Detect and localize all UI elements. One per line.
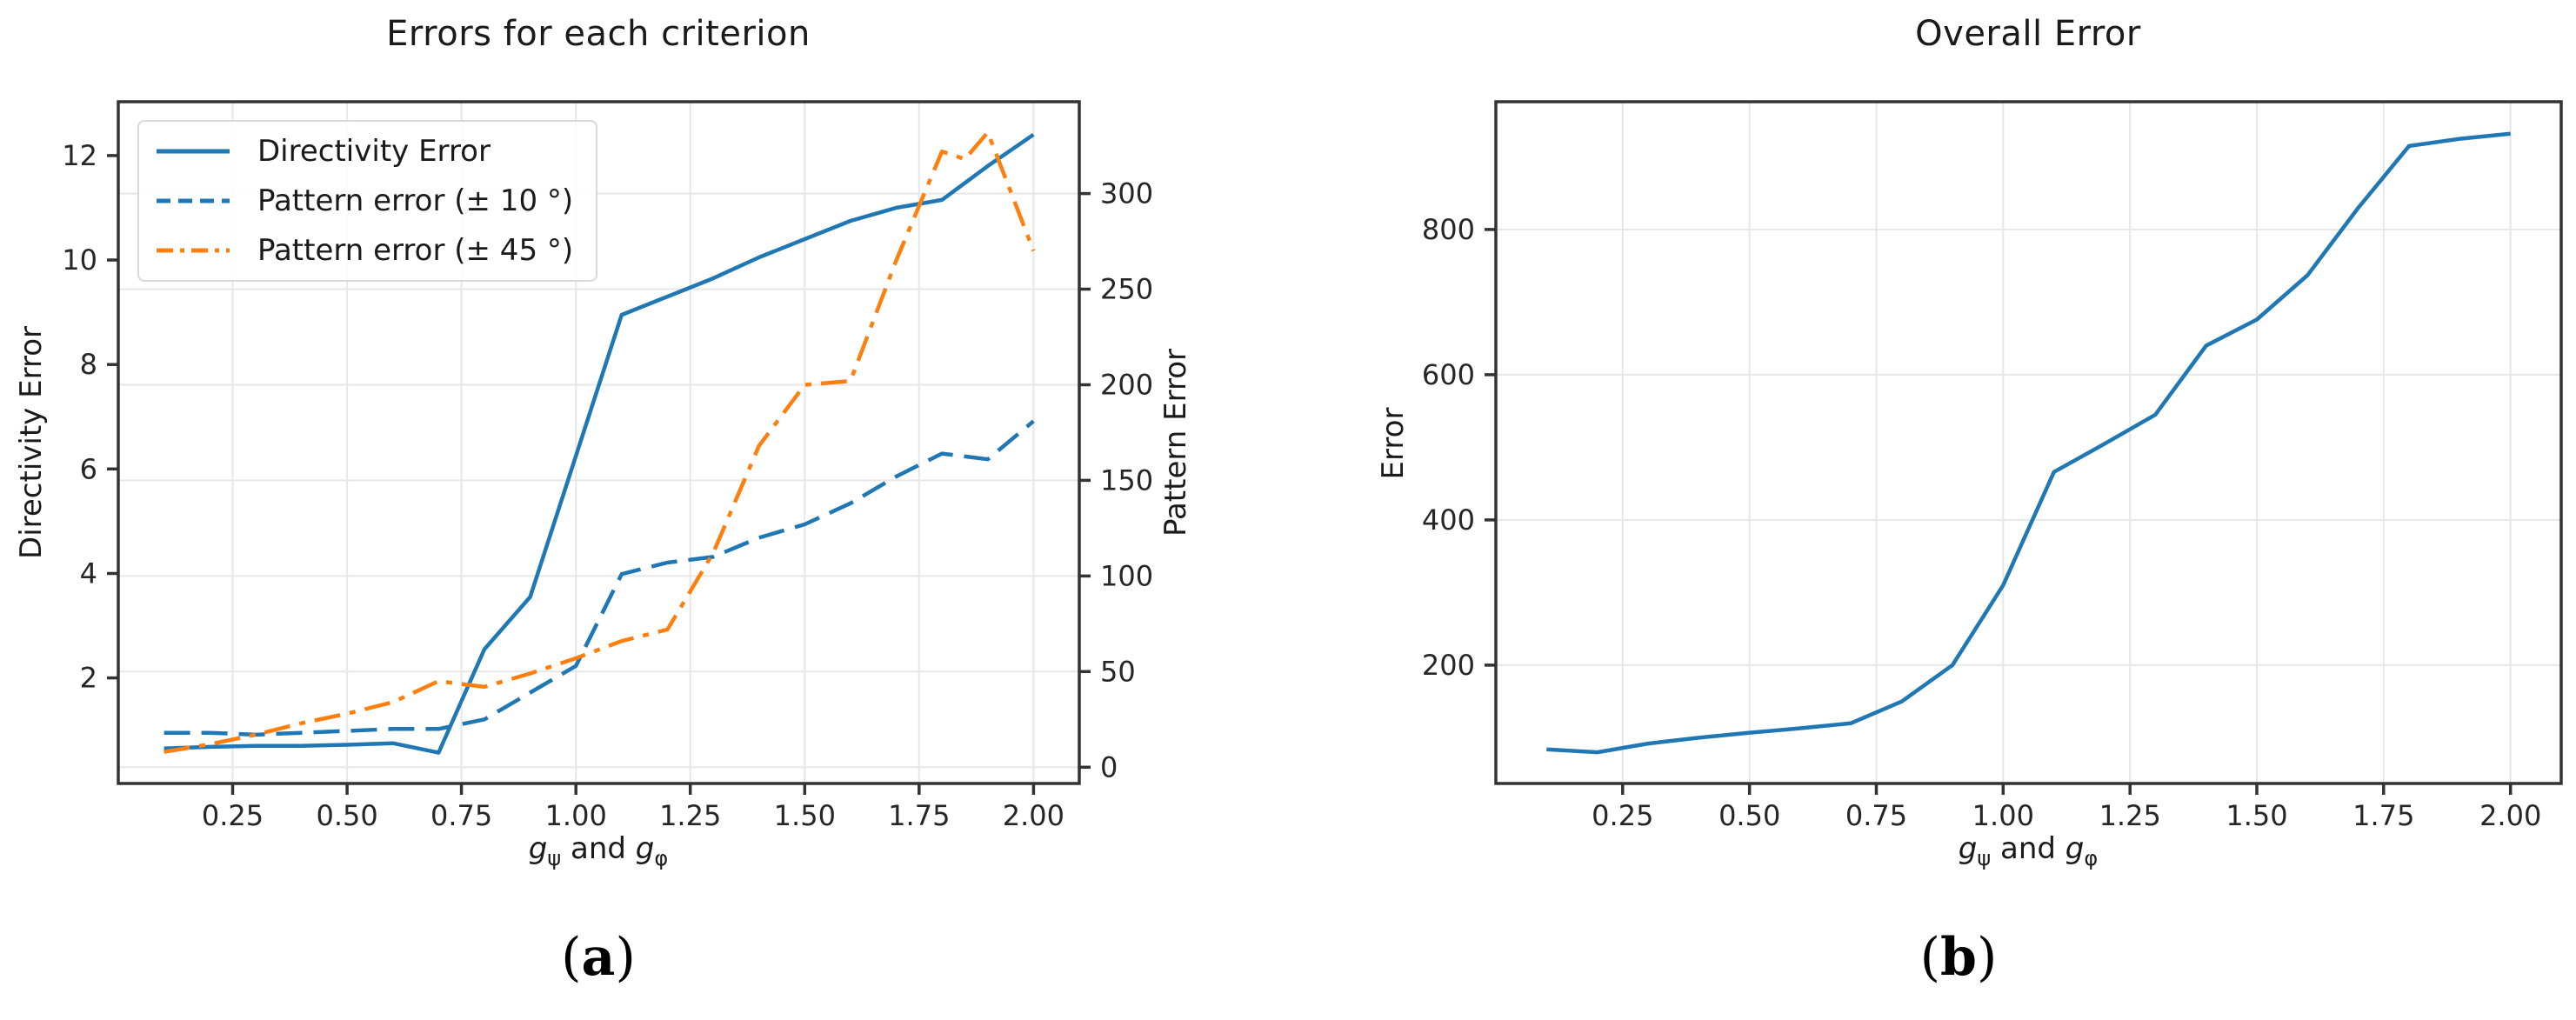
y-tick-label: 800 <box>1422 213 1475 246</box>
ticks <box>1485 228 2513 795</box>
y-tick-label: 4 <box>80 557 97 590</box>
panel-a-caption: (a) <box>561 927 636 988</box>
panel-b-ylabel: Error <box>1376 407 1411 480</box>
panel-a-title: Errors for each criterion <box>386 14 811 54</box>
x-tick-label: 1.00 <box>1972 799 2034 832</box>
x-tick-label: 1.25 <box>2099 799 2161 832</box>
x-tick-label: 1.75 <box>888 799 950 832</box>
y-tick-label-right: 150 <box>1100 463 1153 497</box>
legend-sample-solid-icon <box>157 149 230 154</box>
legend-sample-dashed-icon <box>157 198 230 203</box>
panel-b-xlabel: gψ and gφ <box>1958 831 2099 870</box>
panel-a-ylabel-left: Directivity Error <box>14 326 49 559</box>
series-solid-a <box>164 132 1035 755</box>
tick-labels: 0.25 0.50 0.75 1.00 1.25 1.50 1.75 2.00 200 400 60… <box>1422 213 2541 832</box>
y-tick-label: 6 <box>80 452 97 485</box>
y-tick-label: 12 <box>62 139 97 172</box>
series-dashed-a <box>164 419 1035 737</box>
panel-a: 0.25 0.50 0.75 1.00 1.25 1.50 1.75 2.00 2 4 6 8 10 12… <box>62 100 1153 832</box>
x-tick-label: 0.25 <box>1592 799 1653 832</box>
legend: Directivity Error Pattern error (± 10 °)… <box>137 120 598 282</box>
x-tick-label: 0.25 <box>202 799 264 832</box>
y-tick-label-right: 100 <box>1100 559 1153 592</box>
y-tick-label-right: 50 <box>1100 655 1136 688</box>
x-tick-label: 0.75 <box>1845 799 1907 832</box>
y-tick-label-right: 0 <box>1100 750 1118 783</box>
panel-a-xlabel: gψ and gφ <box>528 831 669 870</box>
x-tick-label: 1.50 <box>774 799 836 832</box>
y-tick-label: 10 <box>62 243 97 277</box>
legend-row-pattern10: Pattern error (± 10 °) <box>153 183 573 218</box>
axes-spines <box>1494 100 2563 785</box>
x-tick-label: 0.50 <box>316 799 377 832</box>
legend-label: Pattern error (± 45 °) <box>257 233 574 268</box>
legend-label: Directivity Error <box>257 134 491 169</box>
x-tick-label: 1.00 <box>545 799 607 832</box>
series-lines <box>1546 131 2511 755</box>
x-tick-label: 1.75 <box>2352 799 2414 832</box>
x-tick-label: 0.75 <box>430 799 492 832</box>
ticks <box>107 154 1091 795</box>
y-tick-label-right: 250 <box>1100 273 1153 306</box>
series-dashdot-a <box>164 130 1036 754</box>
y-tick-label: 8 <box>80 348 97 381</box>
legend-row-directivity: Directivity Error <box>153 134 573 169</box>
y-tick-label: 600 <box>1422 358 1475 391</box>
panel-a-ylabel-right: Pattern Error <box>1158 348 1193 537</box>
y-tick-label: 2 <box>80 662 97 695</box>
tick-labels: 0.25 0.50 0.75 1.00 1.25 1.50 1.75 2.00 2 4 6 8 10 12… <box>62 139 1153 832</box>
panel-b-title: Overall Error <box>1915 14 2141 54</box>
y-tick-label-right: 200 <box>1100 369 1153 402</box>
x-tick-label: 1.25 <box>659 799 721 832</box>
series-solid-b <box>1546 131 2511 755</box>
y-tick-label-right: 300 <box>1100 177 1153 210</box>
axes-spines <box>117 100 1081 785</box>
x-tick-label: 1.50 <box>2226 799 2287 832</box>
legend-label: Pattern error (± 10 °) <box>257 183 574 218</box>
legend-sample-dashdot-icon <box>157 248 230 253</box>
grid <box>1496 102 2561 783</box>
x-tick-label: 2.00 <box>2479 799 2541 832</box>
series-lines <box>164 130 1036 755</box>
y-tick-label: 200 <box>1422 649 1475 682</box>
panel-b: 0.25 0.50 0.75 1.00 1.25 1.50 1.75 2.00 200 400 60… <box>1422 100 2563 832</box>
y-tick-label: 400 <box>1422 503 1475 537</box>
x-tick-label: 2.00 <box>1003 799 1064 832</box>
legend-row-pattern45: Pattern error (± 45 °) <box>153 233 573 268</box>
panel-b-caption: (b) <box>1919 927 1998 988</box>
x-tick-label: 0.50 <box>1718 799 1780 832</box>
